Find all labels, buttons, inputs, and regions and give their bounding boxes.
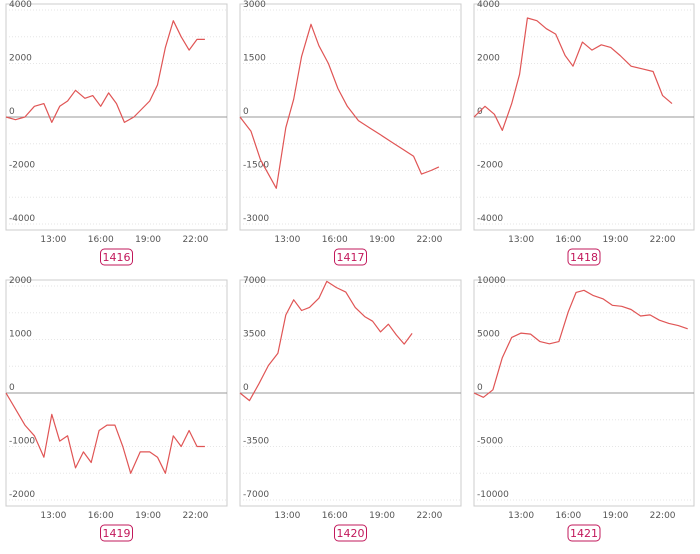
series-line xyxy=(5,392,205,474)
series-line xyxy=(239,23,440,189)
badge-label: 1419 xyxy=(103,527,131,540)
y-tick-label: 2000 xyxy=(477,54,500,64)
x-tick-label: 19:00 xyxy=(602,511,628,521)
badge-box xyxy=(334,524,367,542)
y-tick-label: 2000 xyxy=(9,54,32,64)
x-tick-label: 16:00 xyxy=(88,235,114,245)
y-tick-label: -2000 xyxy=(477,161,503,171)
y-tick-label: -1000 xyxy=(9,437,35,447)
badge-box xyxy=(334,248,367,266)
x-tick-label: 22:00 xyxy=(650,511,676,521)
x-tick-label: 19:00 xyxy=(602,235,628,245)
series-line xyxy=(473,17,673,131)
panel-badge[interactable]: 1416 xyxy=(100,248,133,266)
x-tick-label: 13:00 xyxy=(508,235,534,245)
series-line xyxy=(239,280,413,402)
x-tick-label: 19:00 xyxy=(135,511,161,521)
x-tick-label: 19:00 xyxy=(369,511,395,521)
badge-label: 1418 xyxy=(570,251,598,264)
x-tick-label: 22:00 xyxy=(182,235,208,245)
y-tick-label: -4000 xyxy=(9,214,35,224)
x-tick-label: 16:00 xyxy=(88,511,114,521)
x-tick-label: 16:00 xyxy=(322,511,348,521)
y-tick-label: 10000 xyxy=(477,276,506,286)
x-tick-label: 16:00 xyxy=(555,511,581,521)
y-tick-label: 5000 xyxy=(477,330,500,340)
y-tick-label: -1500 xyxy=(243,161,269,171)
x-tick-label: 16:00 xyxy=(322,235,348,245)
y-tick-label: 2000 xyxy=(9,276,32,286)
y-tick-label: 3500 xyxy=(243,330,266,340)
chart-panel-1417: 3000 1500 0 -1500 -3000 13:00 16:00 19:00 22:00 1… xyxy=(239,0,462,266)
panel-badge[interactable]: 1420 xyxy=(334,524,367,542)
x-tick-label: 13:00 xyxy=(40,511,66,521)
y-tick-label: -3500 xyxy=(243,437,269,447)
x-tick-label: 22:00 xyxy=(650,235,676,245)
x-tick-label: 19:00 xyxy=(135,235,161,245)
series-line xyxy=(5,20,205,124)
y-tick-label: 1000 xyxy=(9,330,32,340)
x-tick-label: 13:00 xyxy=(274,235,300,245)
y-tick-label: 0 xyxy=(9,383,15,393)
badge-box xyxy=(567,248,601,266)
x-tick-label: 22:00 xyxy=(416,235,442,245)
x-tick-label: 13:00 xyxy=(40,235,66,245)
x-tick-label: 13:00 xyxy=(274,511,300,521)
badge-label: 1420 xyxy=(337,527,365,540)
panel-badge[interactable]: 1419 xyxy=(100,524,133,542)
y-tick-label: -2000 xyxy=(9,490,35,500)
chart-panel-1420: 7000 3500 0 -3500 -7000 13:00 16:00 19:00 22:00 1… xyxy=(239,276,462,542)
badge-label: 1416 xyxy=(103,251,131,264)
panel-badge[interactable]: 1417 xyxy=(334,248,367,266)
y-tick-label: -5000 xyxy=(477,437,503,447)
x-tick-label: 22:00 xyxy=(182,511,208,521)
badge-box xyxy=(567,524,601,542)
panel-badge[interactable]: 1418 xyxy=(567,248,601,266)
y-tick-label: 0 xyxy=(243,383,249,393)
y-tick-label: -4000 xyxy=(477,214,503,224)
chart-panel-1421: 10000 5000 0 -5000 -10000 13:00 16:00 19:00 22:0… xyxy=(473,276,695,542)
x-tick-label: 22:00 xyxy=(416,511,442,521)
series-line xyxy=(473,289,688,398)
chart-panel-1416: 4000 2000 0 -2000 -4000 13:00 16:00 19:00 22:00 1… xyxy=(5,0,228,266)
y-tick-label: 0 xyxy=(9,107,15,117)
panel-badge[interactable]: 1421 xyxy=(567,524,601,542)
y-tick-label: 4000 xyxy=(9,0,32,10)
badge-box xyxy=(100,524,133,542)
y-tick-label: 0 xyxy=(243,107,249,117)
badge-box xyxy=(100,248,133,266)
chart-panel-1419: 2000 1000 0 -1000 -2000 13:00 16:00 19:00 22:00 1… xyxy=(5,276,228,542)
x-tick-label: 16:00 xyxy=(555,235,581,245)
y-tick-label: -3000 xyxy=(243,214,269,224)
badge-label: 1417 xyxy=(337,251,365,264)
x-tick-label: 13:00 xyxy=(508,511,534,521)
y-tick-label: 4000 xyxy=(477,0,500,10)
y-tick-label: -10000 xyxy=(477,490,509,500)
y-tick-label: -2000 xyxy=(9,161,35,171)
y-tick-label: 3000 xyxy=(243,0,266,10)
x-tick-label: 19:00 xyxy=(369,235,395,245)
y-tick-label: 7000 xyxy=(243,276,266,286)
y-tick-label: 1500 xyxy=(243,54,266,64)
y-tick-label: -7000 xyxy=(243,490,269,500)
badge-label: 1421 xyxy=(570,527,598,540)
y-tick-label: 0 xyxy=(477,383,483,393)
